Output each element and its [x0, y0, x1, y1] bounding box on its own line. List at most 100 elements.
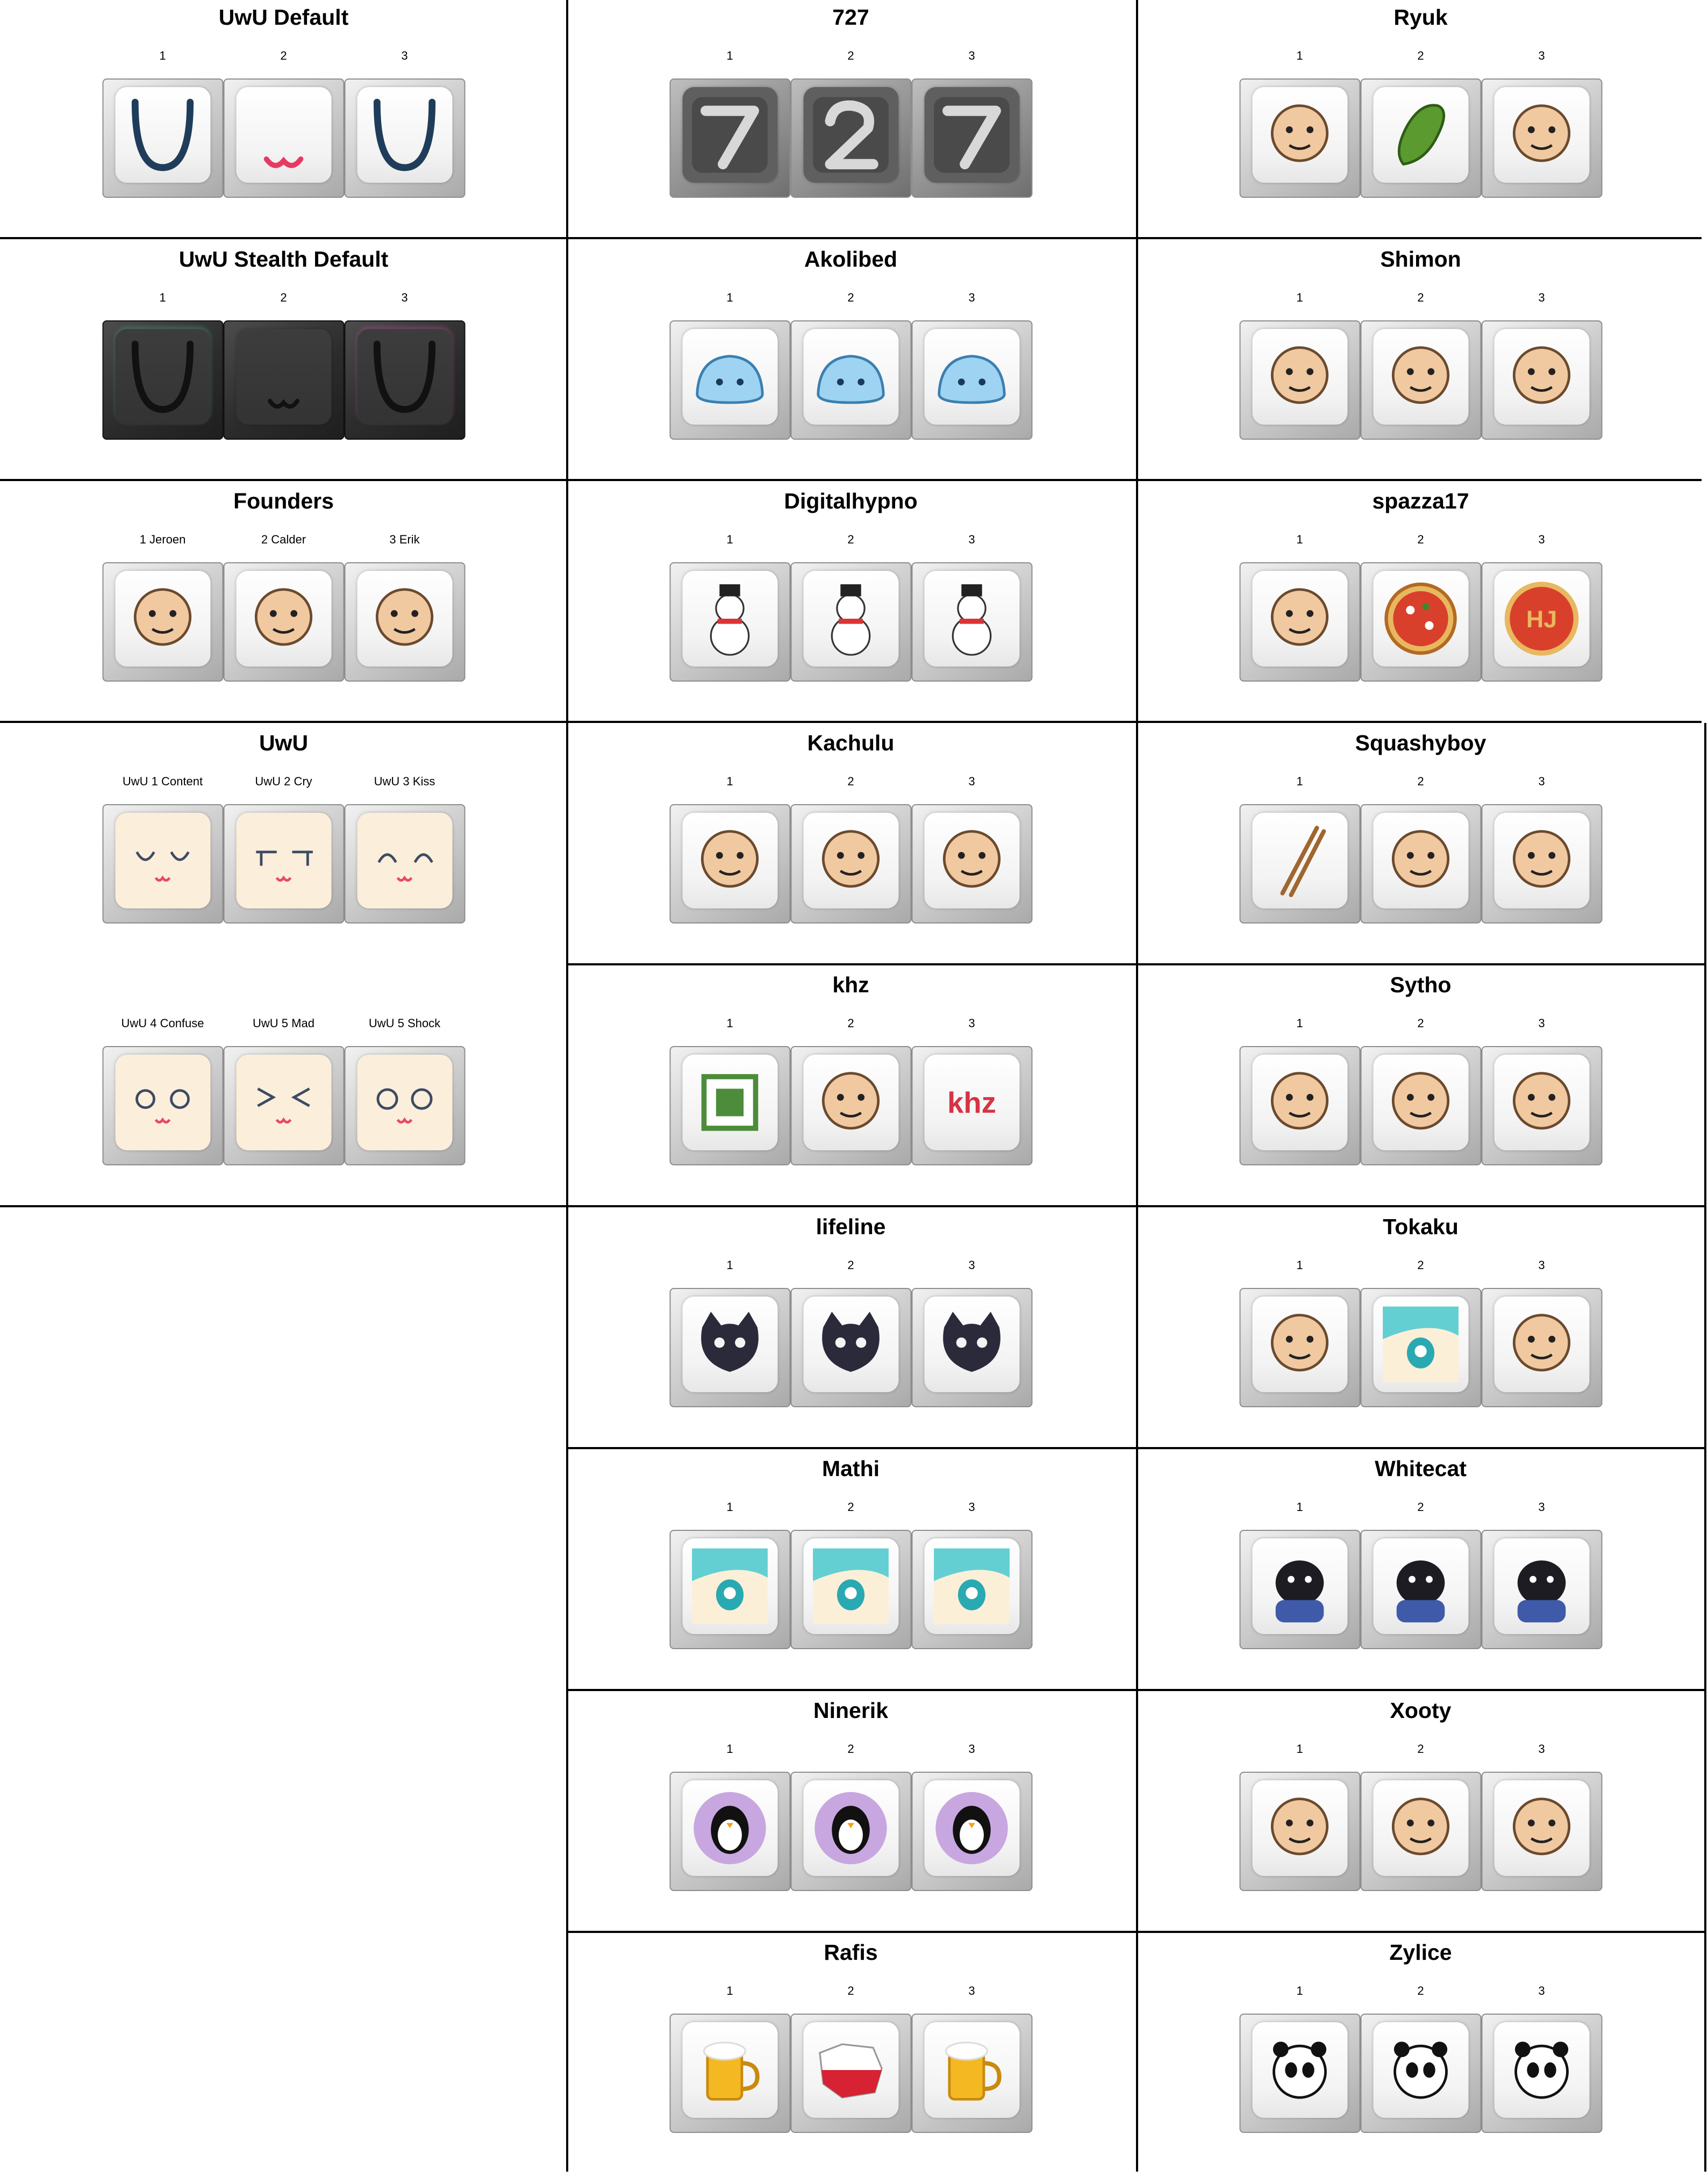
founder-calder-avatar-icon — [241, 576, 327, 662]
keycap-label: 3 — [1538, 533, 1545, 546]
keycap: 1 — [669, 290, 790, 440]
keycap: 2 — [1360, 532, 1481, 682]
keycap: 2 — [790, 774, 911, 923]
section-title: lifeline — [816, 1214, 886, 1239]
keycap-body — [1360, 320, 1481, 440]
keycap-label: 2 — [1417, 533, 1424, 546]
keycap-label: 1 — [726, 1984, 733, 1997]
keycap: 3 — [911, 532, 1032, 682]
pink-w-mouth-icon — [241, 92, 327, 178]
keycap: 2 — [1360, 1016, 1481, 1165]
keycap: 3 — [1481, 1742, 1602, 1891]
keycap: 1 — [1239, 1500, 1360, 1649]
keycap-set-section: lifeline 1 2 3 — [567, 1209, 1134, 1451]
keycap: 1 — [669, 1258, 790, 1407]
black-cat-smile-icon — [808, 1301, 894, 1387]
keycap: 1 — [1239, 532, 1360, 682]
keycap-row: 1 2 3 — [102, 290, 465, 440]
keycap: UwU 4 Confuse — [102, 1016, 223, 1165]
hooded-girl-smile-icon — [808, 818, 894, 904]
keycap: 3 — [911, 48, 1032, 198]
keycap: 1 — [1239, 48, 1360, 198]
keycap-body — [669, 562, 790, 682]
keycap: 1 — [1239, 1016, 1360, 1165]
keycap-body — [1239, 562, 1360, 682]
keycap: 1 — [669, 774, 790, 923]
keycap-label: 3 — [968, 291, 975, 304]
keycap-body — [1360, 78, 1481, 198]
keycap-body — [790, 562, 911, 682]
anime-boy-icon — [1378, 1301, 1464, 1387]
black-dog-hoodie-icon — [1257, 1543, 1343, 1629]
penguin-icon — [687, 1785, 773, 1871]
keycap: 3 HJ — [1481, 532, 1602, 682]
hooded-girl-headphones-icon — [929, 818, 1015, 904]
section-title: Shimon — [1380, 247, 1461, 271]
keycap-body — [344, 804, 465, 923]
keycap-body — [1481, 78, 1602, 198]
keycap: 2 — [223, 48, 344, 198]
snowman-top-hat-icon — [808, 576, 894, 662]
keycap-row: 1 2 3 — [669, 1742, 1032, 1891]
grid-line — [567, 1447, 1706, 1449]
keycap-label: 2 — [1417, 1258, 1424, 1272]
keycap: 1 Jeroen — [102, 532, 223, 682]
mad-face-icon — [241, 1059, 327, 1145]
black-cat-open-mouth-icon — [687, 1301, 773, 1387]
keycap-set-section: Rafis 1 2 3 — [567, 1935, 1134, 2177]
keycap: 2 — [1360, 1258, 1481, 1407]
keycap-label: 1 — [726, 1742, 733, 1756]
keycap-body — [1481, 1772, 1602, 1891]
keycap-body — [1481, 1288, 1602, 1407]
keycap: 3 — [1481, 1983, 1602, 2133]
penguin-rose-icon — [929, 1785, 1015, 1871]
pink-infinity-card-icon — [1499, 334, 1585, 420]
keycap-row: 1 2 3 HJ — [1239, 532, 1602, 682]
number-7-si-icon — [929, 92, 1015, 178]
grid-line — [0, 237, 1702, 239]
keycap-label: 3 Erik — [389, 533, 420, 546]
number-1-badge-icon — [1257, 1301, 1343, 1387]
brown-bear-girl-icon — [1499, 1785, 1585, 1871]
keycap-label: 3 — [401, 291, 408, 304]
grid-line — [567, 1931, 1706, 1933]
keycap-body — [223, 562, 344, 682]
keycap-label: 2 — [847, 1258, 854, 1272]
blue-slime-right-icon — [929, 334, 1015, 420]
keycap-label: 3 — [1538, 1500, 1545, 1514]
keycap-body — [1239, 1046, 1360, 1165]
khz-logo-icon: khz — [929, 1059, 1015, 1145]
section-title: khz — [832, 972, 869, 997]
keycap: 3 — [911, 774, 1032, 923]
keycap-body — [1360, 562, 1481, 682]
keycap-body — [102, 320, 223, 440]
section-title: Founders — [233, 489, 334, 513]
keycap-row: 1 2 3 — [1239, 290, 1602, 440]
keycap-body — [790, 2014, 911, 2133]
keycap-label: 1 — [726, 49, 733, 62]
keycap-body — [1360, 804, 1481, 923]
keycap: 3 — [911, 290, 1032, 440]
keycap-label: 2 — [1417, 291, 1424, 304]
dark-u-mouth-icon — [362, 334, 448, 420]
confuse-face-icon — [120, 1059, 206, 1145]
keycap: 2 — [790, 290, 911, 440]
keycap-row: 1 2 3 — [669, 48, 1032, 198]
keycap-body — [669, 1046, 790, 1165]
keycap: 2 — [790, 1258, 911, 1407]
keycap-label: 1 — [726, 1258, 733, 1272]
keycap-body — [911, 78, 1032, 198]
section-title: Akolibed — [804, 247, 898, 271]
keycap: 3 — [344, 290, 465, 440]
keycap-body — [1360, 1046, 1481, 1165]
keycap: 1 — [669, 1500, 790, 1649]
keycap-body — [344, 562, 465, 682]
keycap-label: 1 — [726, 533, 733, 546]
keycap-label: 2 — [847, 1500, 854, 1514]
section-title: Ryuk — [1393, 5, 1448, 30]
keycap-row: 1 2 3 — [1239, 1500, 1602, 1649]
keycap-label: 2 — [847, 1016, 854, 1030]
green-bunny-icon — [1257, 1785, 1343, 1871]
grid-line — [1136, 0, 1138, 2172]
keycap-body — [344, 78, 465, 198]
